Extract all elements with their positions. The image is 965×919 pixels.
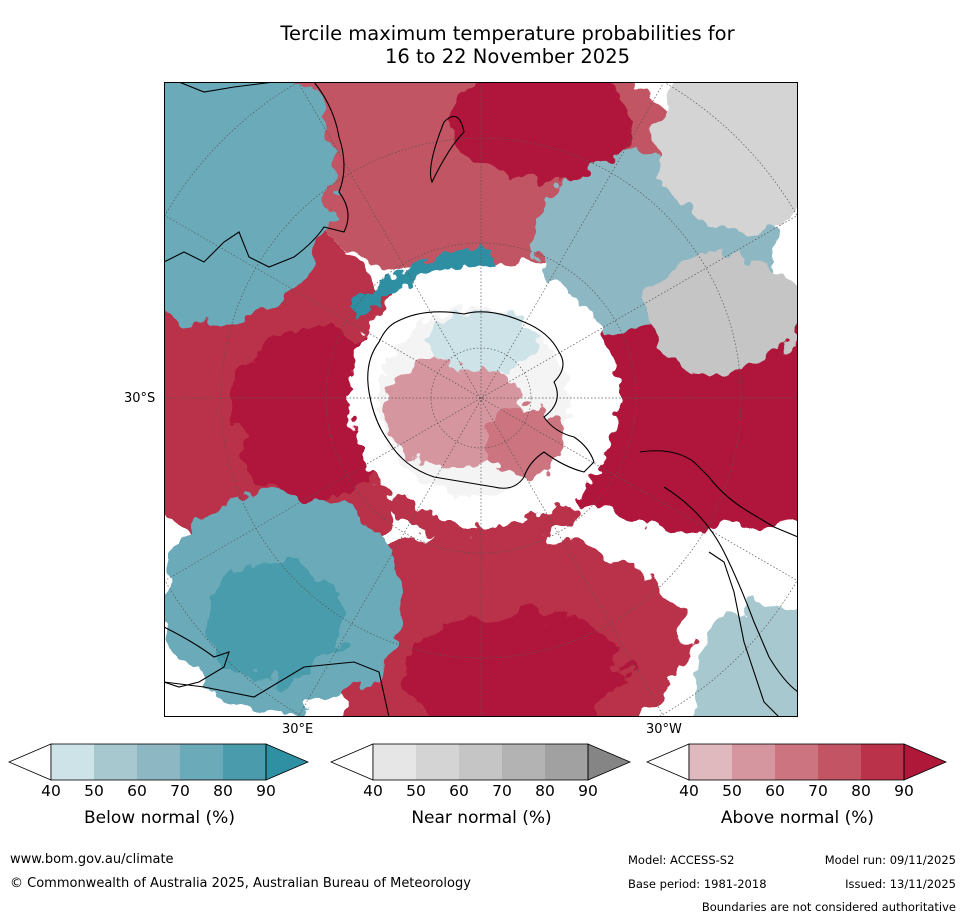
coastline-australia [164,82,349,268]
colorbar-near-tick-80: 80 [535,782,555,800]
field-near-east [644,252,798,372]
title-line-1: Tercile maximum temperature probabilitie… [280,22,735,45]
colorbar-near-segment-40 [373,744,416,780]
colorbar-near-segment-70 [502,744,545,780]
colorbar-near-low-extend [330,743,374,781]
chart-title: Tercile maximum temperature probabilitie… [150,22,865,68]
coastlines [164,82,798,717]
field-below-samerica [694,602,798,717]
colorbar-below-segment-50 [94,744,137,780]
coastline-new-zealand [429,115,465,184]
field-below-australia [164,82,334,322]
field-continent-above-2 [484,407,564,477]
colorbar-below-segment-40 [51,744,94,780]
colorbar-above-segment-40 [689,744,732,780]
colorbar-near [330,743,633,781]
field-above-nz [454,82,634,182]
colorbar-near-high-extend [587,743,632,781]
graticule [164,82,798,717]
colorbar-above-tick-50: 50 [722,782,742,800]
colorbar-below-tick-60: 60 [127,782,147,800]
colorbar-above-low-extend [646,743,690,781]
map-border [164,82,798,717]
field-ring-above-arc [388,495,578,544]
colorbar-above-frame [688,743,905,781]
colorbar-near-tick-70: 70 [492,782,512,800]
colorbar-near-tick-60: 60 [449,782,469,800]
coastline-south-america [663,486,798,693]
coastline-antarctica [367,311,595,489]
field-below-africa-core [204,562,344,682]
colorbar-below-tick-40: 40 [41,782,61,800]
footer-issued: Issued: 13/11/2025 [845,877,956,891]
colorbar-near-label: Near normal (%) [411,808,552,828]
colorbar-below-frame [50,743,267,781]
field-above-south-core [404,612,624,717]
colorbar-below-tick-90: 90 [256,782,276,800]
colorbar-above-svg [646,743,948,781]
colorbar-below-label: Below normal (%) [84,808,235,828]
colorbar-above [646,743,949,781]
colorbar-below-svg [8,743,310,781]
colorbar-near-tick-90: 90 [578,782,598,800]
colorbar-near-segment-50 [416,744,459,780]
colorbar-below-segment-60 [137,744,180,780]
graticule-meridian-3 [164,214,798,582]
coastline-tierra-del-fuego [639,450,798,538]
map-svg [164,82,798,717]
colorbar-near-tick-50: 50 [406,782,426,800]
colorbar-above-tick-70: 70 [808,782,828,800]
coastline-south-america-inner [708,551,780,717]
footer-model-run: Model run: 09/11/2025 [824,853,956,867]
colorbar-above-segment-60 [775,744,818,780]
lat-label-30s: 30°S [124,391,156,406]
title-line-2: 16 to 22 November 2025 [384,45,631,68]
field-near-ne [654,82,798,232]
coastline-africa [164,661,390,717]
colorbar-above-segment-80 [861,744,904,780]
colorbar-below-segment-70 [180,744,223,780]
lon-label-30w: 30°W [646,722,682,737]
colorbar-above-tick-80: 80 [851,782,871,800]
colorbar-below-tick-80: 80 [213,782,233,800]
colorbar-below [8,743,311,781]
colorbar-below-high-extend [265,743,310,781]
graticule-meridian-5 [164,214,798,582]
colorbar-below-segment-80 [223,744,266,780]
colorbar-above-segment-70 [818,744,861,780]
footer-website[interactable]: www.bom.gov.au/climate [10,852,174,867]
footer-base-period: Base period: 1981-2018 [628,877,767,891]
coastline-madagascar [164,626,230,688]
colorbar-above-label: Above normal (%) [720,808,875,828]
colorbar-above-high-extend [903,743,948,781]
field-continent-below [429,312,539,372]
footer-copyright: © Commonwealth of Australia 2025, Austra… [10,876,471,891]
colorbar-near-frame [372,743,589,781]
colorbar-above-tick-90: 90 [894,782,914,800]
colorbar-below-tick-50: 50 [84,782,104,800]
colorbar-near-segment-80 [545,744,588,780]
colorbar-near-segment-60 [459,744,502,780]
colorbar-above-segment-50 [732,744,775,780]
field-ring-below-arc [348,248,495,319]
colorbar-below-low-extend [8,743,52,781]
colorbar-near-svg [330,743,632,781]
lon-label-30e: 30°E [282,722,314,737]
polar-map[interactable] [164,82,798,717]
colorbar-above-tick-40: 40 [679,782,699,800]
colorbar-above-tick-60: 60 [765,782,785,800]
footer-disclaimer: Boundaries are not considered authoritat… [701,900,956,914]
colorbar-near-tick-40: 40 [363,782,383,800]
footer-model: Model: ACCESS-S2 [628,853,735,867]
colorbar-below-tick-70: 70 [170,782,190,800]
